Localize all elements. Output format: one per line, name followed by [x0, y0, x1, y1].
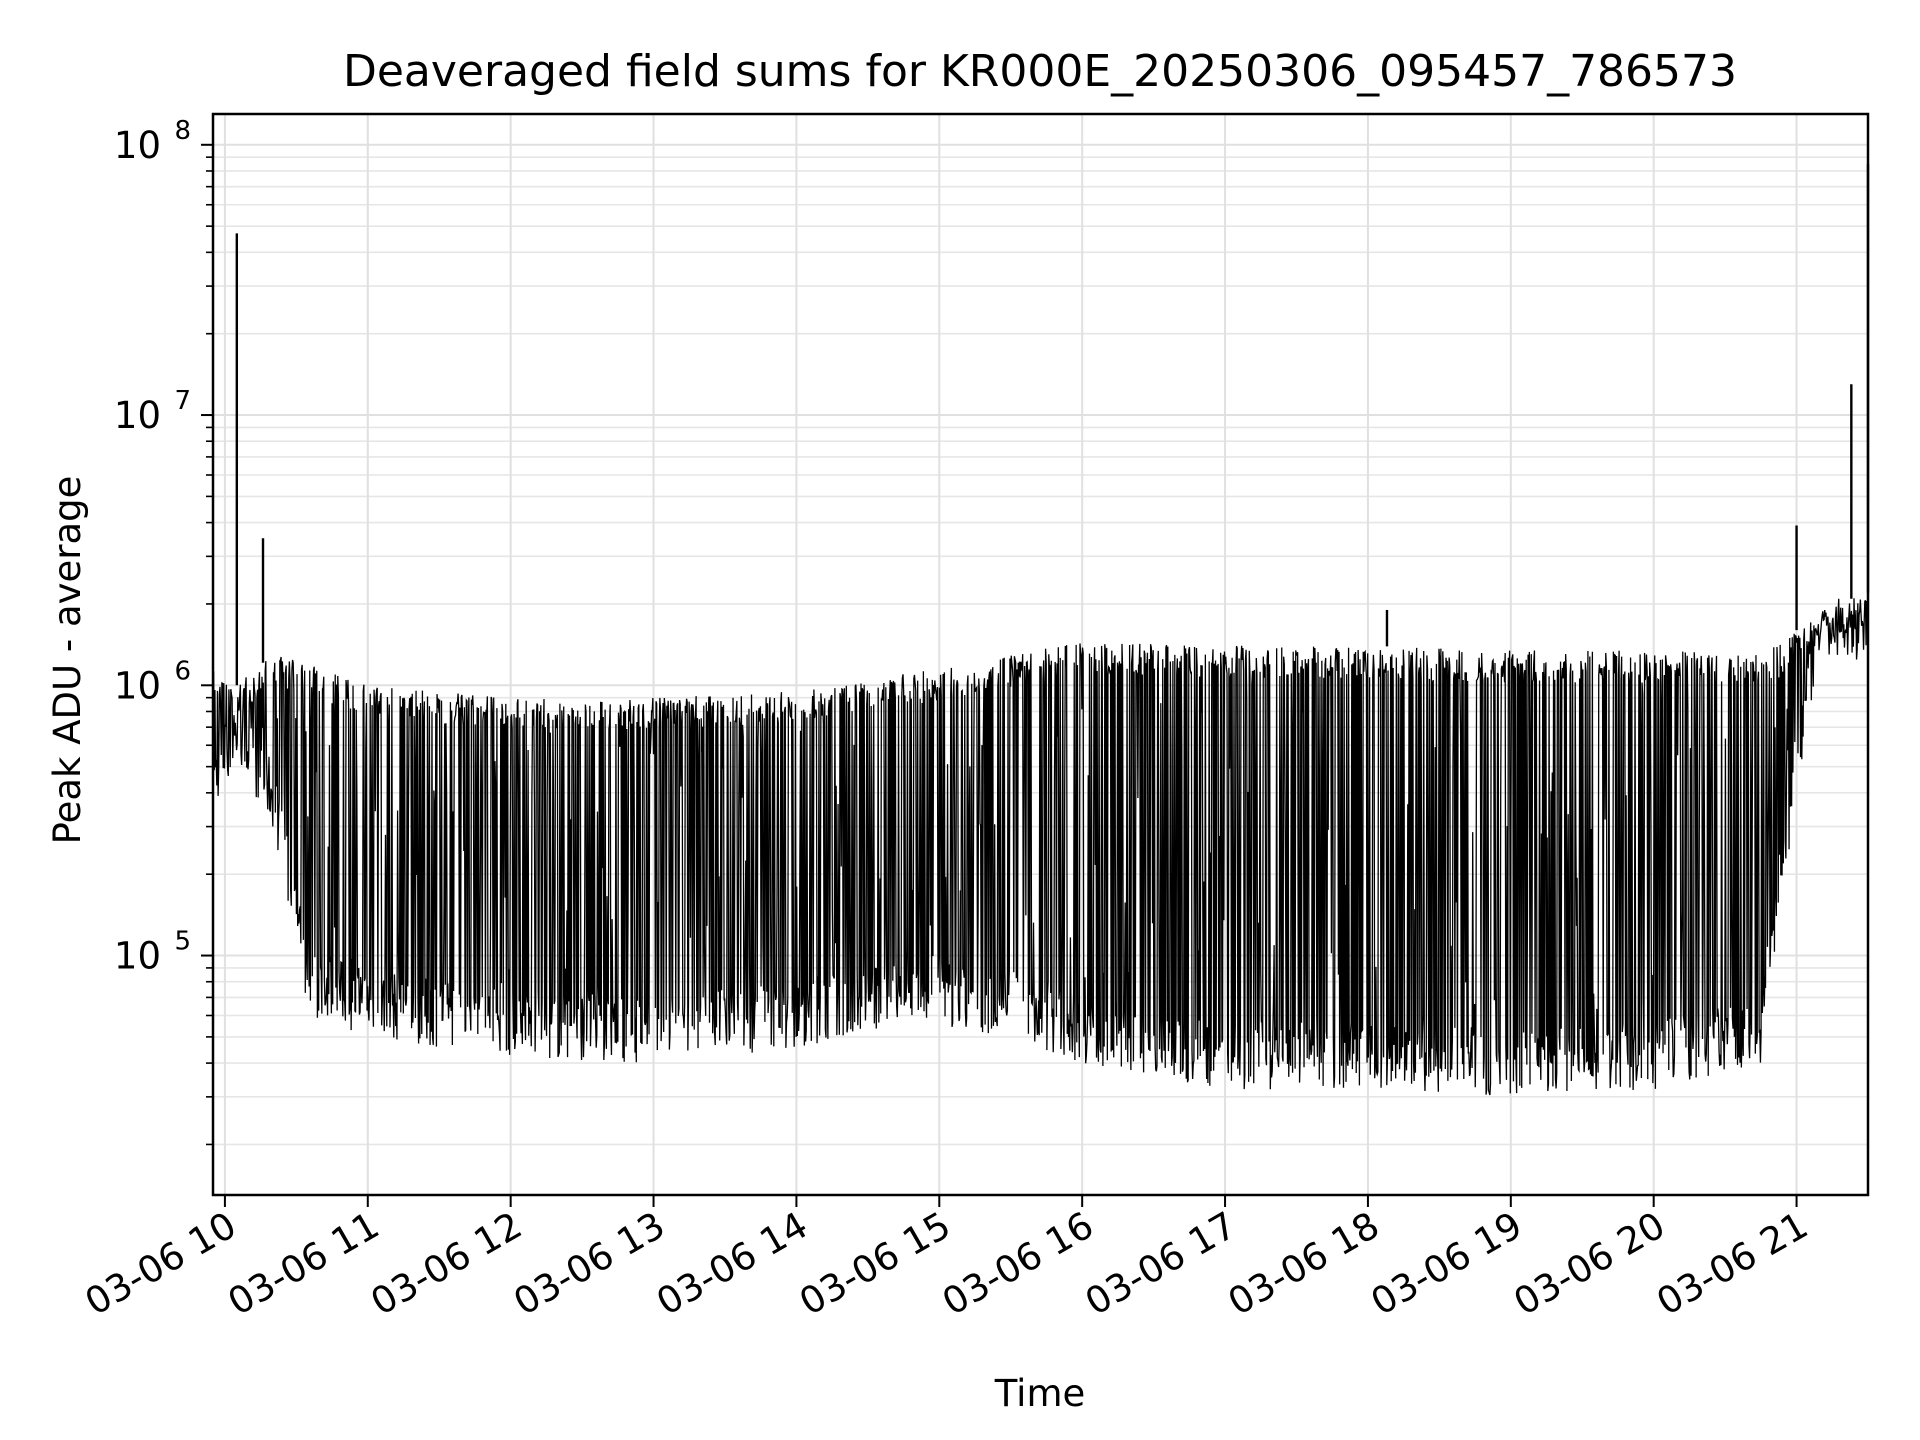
- chart-title: Deaveraged field sums for KR000E_2025030…: [343, 46, 1737, 97]
- x-tick-label: 03-06 13: [506, 1204, 672, 1324]
- x-axis-label: Time: [994, 1372, 1086, 1415]
- x-tick-label: 03-06 11: [221, 1204, 387, 1324]
- y-tick-exponent: 8: [174, 116, 191, 146]
- x-tick-label: 03-06 14: [649, 1204, 815, 1324]
- x-tick-label: 03-06 18: [1221, 1204, 1387, 1324]
- x-tick-label: 03-06 17: [1078, 1204, 1244, 1324]
- y-tick-exponent: 7: [174, 386, 191, 416]
- y-tick-label: 10: [114, 124, 161, 167]
- y-tick-label: 10: [114, 935, 161, 978]
- series-line: [212, 163, 1870, 1096]
- y-tick-exponent: 5: [174, 927, 191, 957]
- x-tick-label: 03-06 10: [78, 1204, 244, 1324]
- y-tick-exponent: 6: [174, 656, 191, 686]
- x-tick-label: 03-06 15: [792, 1204, 958, 1324]
- x-tick-label: 03-06 21: [1649, 1204, 1815, 1324]
- x-tick-label: 03-06 12: [364, 1204, 530, 1324]
- x-tick-label: 03-06 19: [1364, 1204, 1530, 1324]
- y-tick-label: 10: [114, 664, 161, 707]
- x-tick-label: 03-06 20: [1507, 1204, 1673, 1324]
- x-tick-label: 03-06 16: [935, 1204, 1101, 1324]
- y-tick-label: 10: [114, 394, 161, 437]
- series-line-path: [212, 598, 1869, 1096]
- plot-frame: [211, 112, 1870, 1197]
- y-axis-label: Peak ADU - average: [46, 476, 89, 845]
